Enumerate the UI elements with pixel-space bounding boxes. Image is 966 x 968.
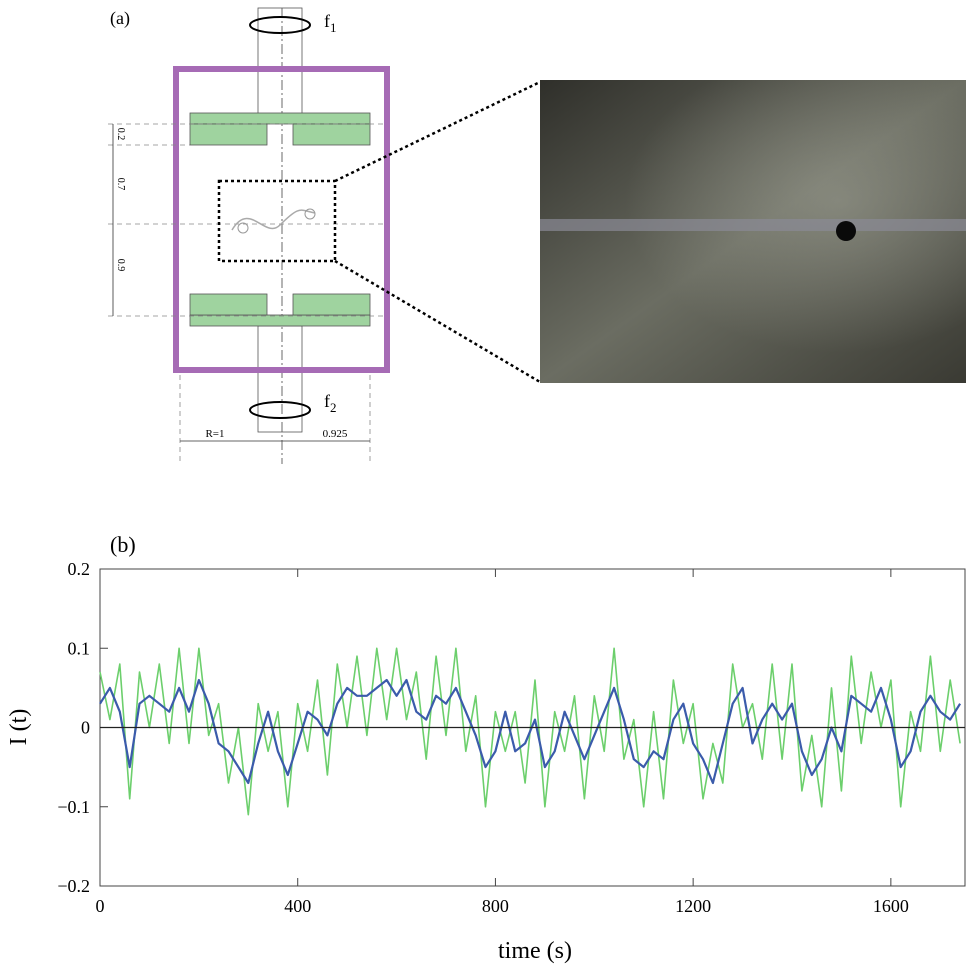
y-axis-label: I (t) — [6, 709, 32, 746]
photo — [540, 80, 966, 383]
rotation-arrow — [249, 401, 311, 419]
dimension-label: 0.2 — [115, 128, 126, 141]
zoom-line — [334, 80, 541, 183]
impellers — [189, 112, 371, 327]
rotation-label: f1 — [324, 11, 337, 35]
zoom-line — [334, 259, 541, 384]
panel-label: (a) — [110, 8, 130, 29]
dimension-lines — [108, 123, 386, 464]
x-axis-label: time (s) — [498, 938, 572, 964]
dimension-label: 0.7 — [115, 178, 126, 191]
vortex — [304, 208, 316, 220]
vortex-sketch — [231, 209, 316, 231]
subscript: 2 — [330, 400, 337, 415]
y-tick-label: 0 — [81, 718, 90, 738]
chart: (b) time (s) I (t) −0.2 −0.1 0 0.1 0.2 0 400 80… — [6, 532, 966, 964]
rotation-label: f2 — [324, 391, 337, 415]
symbol: f — [324, 391, 330, 411]
x-tick-label: 1200 — [675, 896, 711, 916]
y-tick-label: 0.2 — [68, 559, 91, 579]
x-tick-label: 800 — [482, 896, 509, 916]
y-tick-label: −0.2 — [57, 876, 90, 896]
vortex — [237, 222, 249, 234]
x-tick-label: 1600 — [873, 896, 909, 916]
vessel — [173, 66, 390, 373]
dimension-label: 0.9 — [115, 259, 126, 272]
shaft — [257, 7, 303, 115]
radius-label: R=1 — [205, 428, 224, 440]
panel-label: (b) — [110, 532, 136, 557]
symbol: f — [324, 11, 330, 31]
x-tick-label: 0 — [96, 896, 105, 916]
subscript: 1 — [330, 20, 337, 35]
rotation-arrow — [249, 16, 311, 34]
x-tick-label: 400 — [284, 896, 311, 916]
y-tick-label: −0.1 — [57, 797, 90, 817]
gap-label: 0.925 — [323, 428, 348, 440]
zoom-box — [217, 179, 337, 263]
schematic: (a) 0.2 0.7 0.9 R=1 0.925 f1 f2 — [108, 7, 966, 464]
y-tick-label: 0.1 — [68, 638, 91, 658]
series-line — [99, 678, 962, 785]
